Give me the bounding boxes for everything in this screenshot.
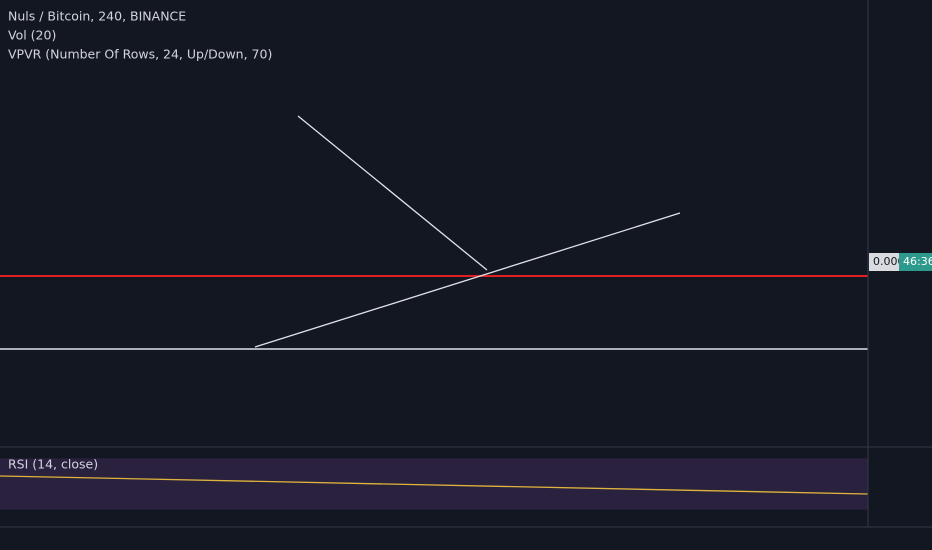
rsi-band (0, 458, 868, 510)
trend-line (254, 212, 681, 348)
line-price-label: 0.000 (873, 255, 905, 268)
countdown: 46:36 (903, 255, 932, 268)
vpvr-legend: VPVR (Number Of Rows, 24, Up/Down, 70) (8, 47, 272, 62)
rsi-legend: RSI (14, close) (8, 457, 98, 472)
trend-line (297, 115, 488, 271)
volume-legend: Vol (20) (8, 28, 56, 43)
rsi-trend-line (0, 475, 869, 495)
symbol-title: Nuls / Bitcoin, 240, BINANCE (8, 9, 186, 24)
countdown-box (899, 253, 932, 271)
